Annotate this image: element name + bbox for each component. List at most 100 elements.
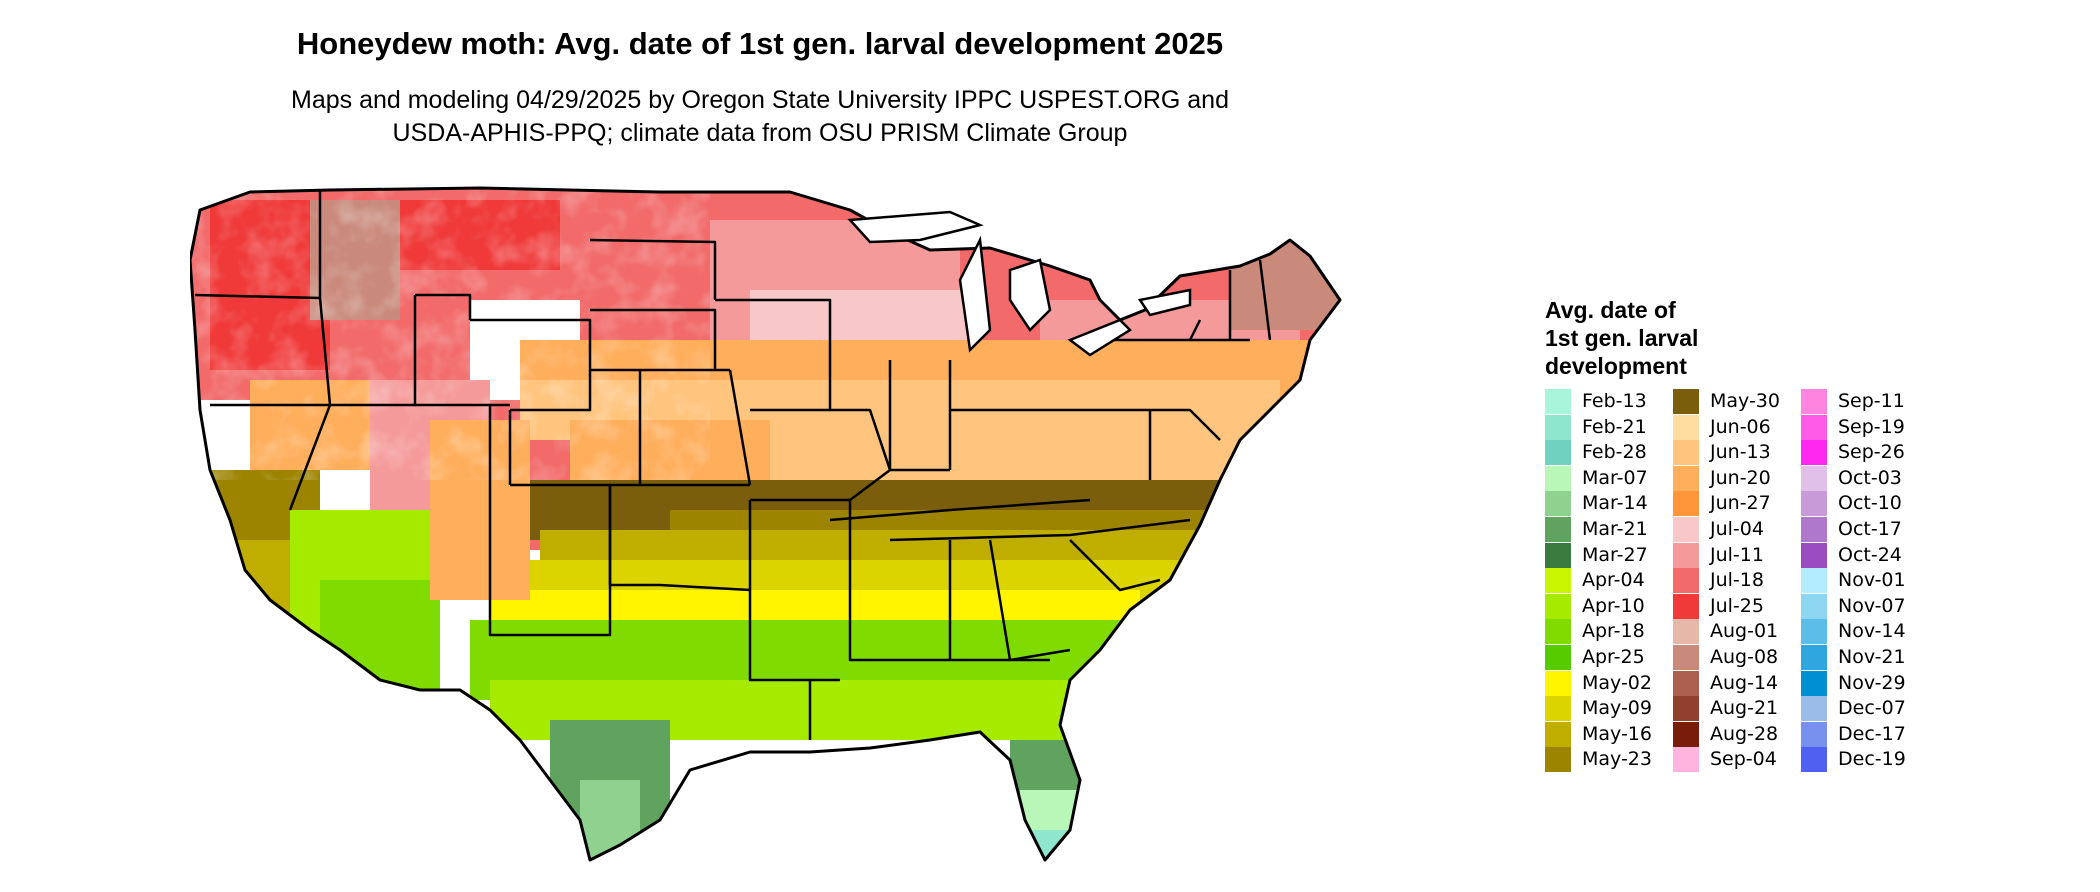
subtitle-line-1: Maps and modeling 04/29/2025 by Oregon S… <box>291 86 1229 114</box>
legend-label: Dec-19 <box>1838 748 1906 771</box>
legend-item: Oct-03 <box>1801 465 1931 491</box>
map-subtitle: Maps and modeling 04/29/2025 by Oregon S… <box>0 84 1520 150</box>
legend-label: May-16 <box>1582 722 1652 745</box>
legend-item: Jun-20 <box>1673 465 1803 491</box>
legend-item: Sep-19 <box>1801 414 1931 440</box>
legend-swatch <box>1801 645 1827 670</box>
legend-swatch <box>1801 440 1827 466</box>
legend-item: Nov-14 <box>1801 619 1931 645</box>
subtitle-line-2: USDA-APHIS-PPQ; climate data from OSU PR… <box>392 119 1128 147</box>
legend-label: Aug-08 <box>1710 646 1779 668</box>
legend-label: Aug-28 <box>1710 722 1779 745</box>
legend-label: Sep-19 <box>1838 415 1905 438</box>
legend-swatch <box>1801 491 1827 517</box>
legend-swatch <box>1801 517 1827 542</box>
legend-swatch <box>1673 670 1699 696</box>
legend-item: Feb-21 <box>1545 414 1675 440</box>
legend-item: Aug-21 <box>1673 696 1803 722</box>
legend-label: Jun-20 <box>1710 466 1771 489</box>
legend-item: Nov-07 <box>1801 593 1931 619</box>
us-outline <box>190 186 1342 862</box>
legend-label: Aug-14 <box>1710 671 1779 694</box>
legend-item: Jul-25 <box>1673 593 1803 619</box>
legend-item: May-02 <box>1545 670 1675 696</box>
legend-swatch <box>1801 593 1827 619</box>
legend-item: Oct-10 <box>1801 491 1931 517</box>
legend-label: Sep-26 <box>1838 441 1905 464</box>
legend-item: Mar-21 <box>1545 517 1675 542</box>
legend-label: Mar-14 <box>1582 492 1648 515</box>
legend-item: Jun-13 <box>1673 440 1803 466</box>
legend-item: Dec-17 <box>1801 721 1931 747</box>
legend-swatch <box>1673 517 1699 542</box>
legend-label: Nov-21 <box>1838 646 1906 668</box>
legend-item: Apr-25 <box>1545 645 1675 670</box>
legend-swatch <box>1545 721 1571 747</box>
legend-label: Nov-29 <box>1838 671 1906 694</box>
legend-item: Aug-08 <box>1673 645 1803 670</box>
legend-swatch <box>1801 721 1827 747</box>
legend-item: Nov-21 <box>1801 645 1931 670</box>
legend-item: Oct-24 <box>1801 542 1931 568</box>
legend-swatch <box>1673 491 1699 517</box>
legend-item: Apr-18 <box>1545 619 1675 645</box>
legend-item: Sep-04 <box>1673 747 1803 773</box>
legend-swatch <box>1673 389 1699 414</box>
legend-item: Mar-14 <box>1545 491 1675 517</box>
legend-swatch <box>1673 645 1699 670</box>
legend-label: Nov-14 <box>1838 620 1906 643</box>
legend-swatch <box>1673 696 1699 722</box>
legend-item: Mar-27 <box>1545 542 1675 568</box>
legend-item: Jul-18 <box>1673 568 1803 594</box>
state-boundaries <box>194 190 1272 740</box>
legend-swatch <box>1801 670 1827 696</box>
legend-label: Apr-10 <box>1582 594 1645 617</box>
legend-item: Feb-13 <box>1545 389 1675 414</box>
legend-label: Apr-25 <box>1582 646 1645 668</box>
legend-item: Dec-07 <box>1801 696 1931 722</box>
legend-label: Apr-04 <box>1582 569 1645 592</box>
legend-swatch <box>1545 465 1571 491</box>
legend-label: Mar-21 <box>1582 518 1648 540</box>
legend-swatch <box>1673 568 1699 594</box>
legend-swatch <box>1801 414 1827 440</box>
legend-item: Jul-11 <box>1673 542 1803 568</box>
legend-item: Feb-28 <box>1545 440 1675 466</box>
legend-label: Feb-21 <box>1582 415 1647 438</box>
legend-swatch <box>1801 696 1827 722</box>
legend-swatch <box>1673 721 1699 747</box>
legend-label: Dec-07 <box>1838 697 1906 720</box>
legend-swatch <box>1545 542 1571 568</box>
legend-label: Nov-07 <box>1838 594 1906 617</box>
legend-label: Mar-07 <box>1582 466 1648 489</box>
legend-swatch <box>1545 696 1571 722</box>
legend-label: Aug-01 <box>1710 620 1779 643</box>
legend-swatch <box>1545 414 1571 440</box>
legend-item: Aug-14 <box>1673 670 1803 696</box>
legend-swatch <box>1801 465 1827 491</box>
legend-label: Sep-11 <box>1838 390 1905 412</box>
legend-swatch <box>1545 619 1571 645</box>
legend-item: May-23 <box>1545 747 1675 773</box>
legend-swatch <box>1801 542 1827 568</box>
legend-item: Sep-11 <box>1801 389 1931 414</box>
legend-item: Nov-29 <box>1801 670 1931 696</box>
legend-swatch <box>1545 517 1571 542</box>
legend-label: Jun-27 <box>1710 492 1771 515</box>
legend-swatch <box>1545 568 1571 594</box>
legend-item: Dec-19 <box>1801 747 1931 773</box>
legend-swatch <box>1673 414 1699 440</box>
legend-item: Apr-04 <box>1545 568 1675 594</box>
legend-label: May-23 <box>1582 748 1652 771</box>
legend-swatch <box>1545 440 1571 466</box>
legend-label: Jul-04 <box>1710 518 1764 540</box>
legend-swatch <box>1673 440 1699 466</box>
legend-label: Jul-25 <box>1710 594 1764 617</box>
legend-item: Apr-10 <box>1545 593 1675 619</box>
legend-label: Feb-13 <box>1582 390 1647 412</box>
legend-swatch <box>1673 747 1699 773</box>
legend-item: May-09 <box>1545 696 1675 722</box>
legend-label: Apr-18 <box>1582 620 1645 643</box>
legend-item: Nov-01 <box>1801 568 1931 594</box>
legend-swatch <box>1545 645 1571 670</box>
